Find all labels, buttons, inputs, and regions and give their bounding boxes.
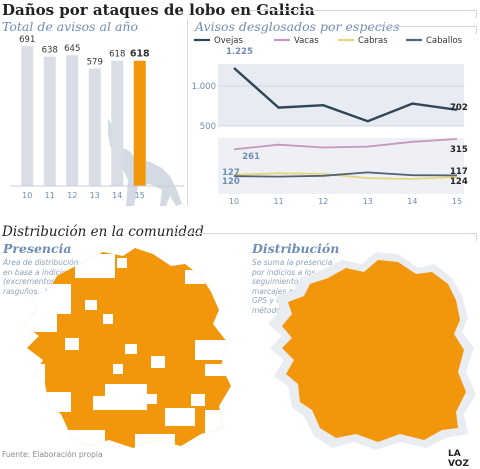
bar-value-14: 618	[109, 50, 125, 60]
distribution-area	[282, 260, 466, 442]
line-title-rule	[378, 26, 476, 27]
end-label-vacas: 315	[450, 145, 468, 155]
y-tick-1: 500	[200, 122, 216, 132]
x-tick-14: 14	[407, 197, 417, 206]
legend-label-caballos: Caballos	[426, 36, 463, 46]
bar-tick-13: 13	[90, 191, 100, 200]
bar-value-13: 579	[87, 58, 103, 68]
bar-tick-11: 11	[45, 191, 55, 200]
x-tick-13: 13	[363, 197, 373, 206]
series-cabras	[233, 172, 458, 180]
bar-value-11: 638	[42, 46, 58, 56]
map-presence	[23, 248, 231, 448]
line-chart-title: Avisos desglosados por especies	[195, 19, 400, 34]
start-label-caballos: 120	[222, 177, 240, 187]
bar-tick-14: 14	[112, 191, 122, 200]
bar-value-12: 645	[64, 44, 80, 54]
ovejas-band	[218, 64, 464, 126]
bar-value-15: 618	[130, 49, 150, 60]
bar-10	[21, 45, 34, 186]
bar-13	[88, 68, 101, 186]
legend-label-ovejas: Ovejas	[214, 36, 244, 46]
x-tick-15: 15	[452, 197, 462, 206]
bar-value-10: 691	[19, 35, 35, 45]
bar-12	[66, 55, 79, 186]
source-note: Fuente: Elaboración propia	[2, 450, 103, 459]
x-tick-11: 11	[274, 197, 284, 206]
bar-11	[43, 56, 56, 186]
bar-14	[111, 60, 124, 186]
line-chart: Ovejas Vacas Cabras Caballos 1.000 500 1.225…	[192, 36, 468, 206]
series-caballos	[233, 171, 458, 178]
start-label-vacas: 261	[242, 152, 260, 162]
series-ovejas	[233, 67, 458, 123]
series-vacas	[233, 138, 458, 151]
start-label-cabras: 127	[222, 168, 240, 178]
page-title: Daños por ataques de lobo en Galicia	[2, 1, 315, 19]
bar-tick-15: 15	[135, 191, 145, 200]
title-rule-end	[476, 10, 477, 18]
line-title-rule-end	[476, 26, 477, 34]
bar-tick-10: 10	[22, 191, 32, 200]
map-left-title: Presencia	[3, 241, 72, 256]
bar-15	[133, 60, 146, 186]
map-section-rule	[174, 233, 476, 234]
end-label-cabras: 117	[450, 167, 468, 177]
chart-divider	[187, 20, 188, 205]
map-right-title: Distribución	[252, 241, 340, 256]
legend-label-cabras: Cabras	[358, 36, 388, 46]
legend-label-vacas: Vacas	[294, 36, 319, 46]
brand-logo: LA VOZ	[448, 449, 469, 469]
map-section-title: Distribución en la comunidad	[2, 224, 204, 240]
map-section-rule-end	[476, 233, 477, 241]
x-tick-12: 12	[318, 197, 328, 206]
bar-chart: 691 638 645 579 618 618 10 11 12 13 14 15	[10, 35, 184, 206]
map-left-note: Área de distribución en base a indicios …	[3, 258, 79, 296]
start-label-ovejas: 1.225	[226, 47, 253, 57]
bar-chart-title: Total de avisos al año	[2, 19, 139, 34]
bar-tick-12: 12	[67, 191, 77, 200]
end-label-ovejas: 702	[450, 103, 468, 113]
map-distribution	[268, 252, 476, 450]
title-rule	[250, 10, 476, 11]
x-tick-10: 10	[229, 197, 239, 206]
end-label-caballos: 124	[450, 177, 468, 187]
y-tick-0: 1.000	[192, 82, 216, 92]
